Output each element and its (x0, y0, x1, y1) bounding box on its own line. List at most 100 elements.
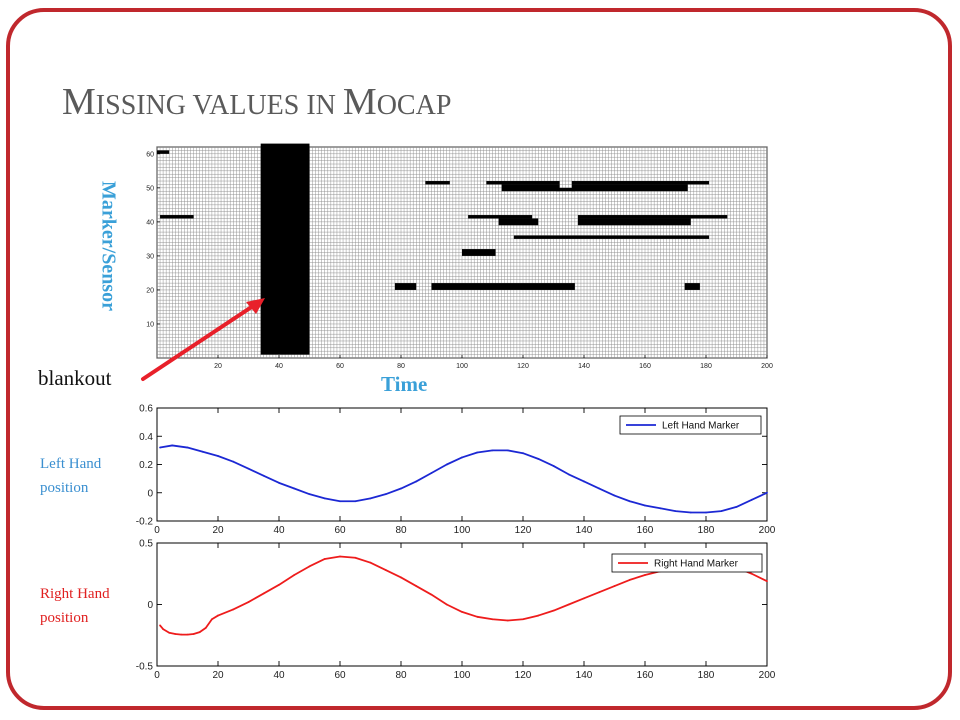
right-hand-data-point (369, 561, 372, 564)
y-tick-label: 0.4 (139, 432, 153, 443)
title-cap-1: M (62, 81, 96, 123)
right-hand-data-point (159, 624, 161, 627)
x-tick-label: 100 (454, 670, 471, 681)
y-tick-label: 10 (146, 321, 154, 328)
left-hand-data-point (247, 467, 250, 470)
left-hand-data-point (232, 460, 235, 463)
y-tick-label: 30 (146, 253, 154, 260)
right-hand-data-point (567, 603, 570, 606)
left-hand-data-point (689, 511, 692, 514)
x-tick-label: 160 (639, 363, 651, 370)
missing-block (425, 181, 450, 185)
right-hand-data-point (198, 631, 201, 634)
left-hand-position-label: Left Hand position (40, 452, 130, 500)
right-hand-data-point (232, 608, 235, 611)
x-tick-label: 200 (759, 670, 776, 681)
right-hand-data-point (506, 619, 509, 622)
x-tick-label: 160 (637, 670, 654, 681)
x-tick-label: 160 (637, 525, 654, 536)
y-tick-label: -0.2 (136, 517, 154, 528)
x-tick-label: 180 (700, 363, 712, 370)
right-hand-data-point (217, 614, 219, 617)
y-tick-label: 0.2 (139, 460, 153, 471)
x-tick-label: 140 (578, 363, 590, 370)
right-hand-data-point (430, 593, 433, 596)
right-hand-data-point (476, 615, 479, 618)
missing-block (157, 150, 170, 154)
x-tick-label: 120 (515, 525, 532, 536)
y-tick-label: 50 (146, 185, 154, 192)
right-hand-legend: Right Hand Marker (611, 553, 763, 573)
left-hand-data-point (262, 474, 265, 477)
slide-title: MISSING VALUES IN MOCAP (62, 78, 451, 130)
left-hand-data-point (201, 450, 204, 453)
right-hand-data-point (400, 576, 402, 579)
left-hand-label-line-2: position (40, 480, 89, 496)
x-tick-label: 80 (397, 363, 405, 370)
right-hand-data-point (186, 633, 189, 636)
x-tick-label: 140 (576, 525, 593, 536)
x-tick-label: 20 (212, 670, 224, 681)
right-hand-position-label: Right Hand position (40, 582, 140, 630)
missing-block (513, 235, 710, 239)
missing-block (556, 187, 575, 192)
left-hand-data-point (567, 473, 570, 476)
x-tick-label: 0 (154, 670, 160, 681)
left-hand-data-point (384, 493, 387, 496)
missing-block (260, 143, 310, 355)
left-hand-data-point (278, 481, 280, 484)
left-hand-data-point (461, 456, 463, 459)
right-hand-data-point (339, 555, 341, 558)
right-hand-data-point (537, 614, 540, 617)
left-hand-legend-label: Left Hand Marker (662, 421, 740, 432)
right-hand-data-point (552, 609, 555, 612)
right-hand-data-point (247, 601, 250, 603)
left-hand-data-point (613, 494, 616, 497)
left-hand-chart: 0 20 40 60 80 100 120 140 160 180 200-0.200.20.40.… (136, 404, 776, 537)
left-hand-data-point (217, 455, 219, 457)
x-tick-label: 100 (454, 525, 471, 536)
blankout-label: blankout (38, 366, 112, 390)
left-hand-data-point (400, 487, 402, 490)
x-tick-label: 20 (214, 363, 222, 370)
left-hand-data-point (430, 472, 433, 474)
right-hand-data-point (168, 631, 171, 634)
right-hand-data-point (598, 591, 601, 594)
right-hand-data-point (162, 628, 165, 630)
x-tick-label: 60 (336, 363, 344, 370)
missing-block (486, 181, 560, 185)
right-hand-data-point (491, 618, 494, 621)
missing-block (684, 283, 700, 290)
left-hand-data-point (308, 493, 311, 496)
y-tick-label: 0.5 (139, 539, 153, 550)
missing-block (431, 283, 575, 290)
left-hand-data-point (369, 497, 372, 500)
x-tick-label: 40 (273, 670, 285, 681)
left-hand-data-point (522, 452, 524, 455)
title-part-2: OCAP (376, 90, 452, 121)
x-tick-label: 80 (395, 525, 407, 536)
left-hand-data-point (186, 446, 189, 449)
left-hand-label-line-1: Left Hand (40, 456, 102, 472)
missing-block (571, 181, 710, 185)
missing-block (394, 283, 417, 290)
y-tick-label: -0.5 (136, 662, 154, 673)
right-hand-data-point (204, 626, 207, 629)
left-hand-data-point (552, 465, 555, 467)
right-hand-data-point (461, 610, 463, 613)
x-tick-label: 0 (154, 525, 160, 536)
left-hand-data-point (644, 504, 646, 507)
missing-block (571, 184, 688, 192)
right-hand-data-point (180, 633, 183, 636)
x-tick-label: 60 (334, 525, 346, 536)
right-hand-data-point (415, 585, 418, 587)
right-hand-data-point (522, 618, 524, 621)
y-tick-label: 0 (147, 488, 153, 499)
right-hand-legend-label: Right Hand Marker (654, 559, 739, 570)
right-hand-label-line-1: Right Hand (40, 586, 110, 602)
x-tick-label: 60 (334, 670, 346, 681)
title-part-1: ISSING VALUES IN (95, 90, 343, 121)
right-hand-data-point (583, 597, 585, 600)
right-hand-data-point (278, 583, 280, 586)
y-tick-label: 60 (146, 151, 154, 158)
